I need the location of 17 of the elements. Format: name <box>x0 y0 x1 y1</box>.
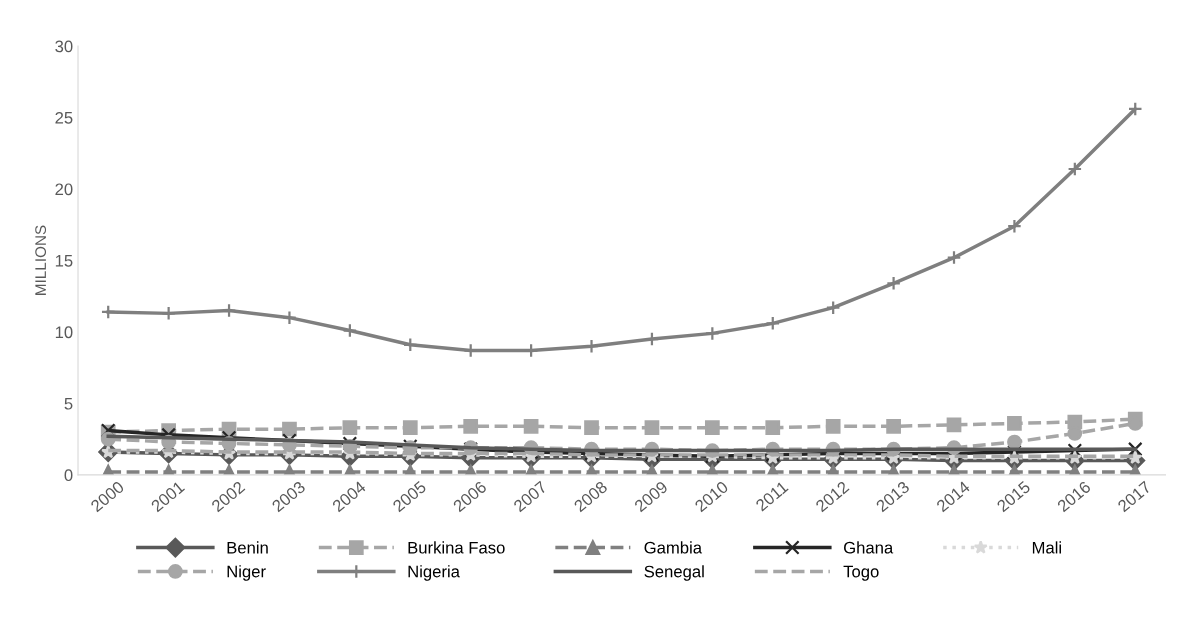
legend-label: Nigeria <box>408 565 460 581</box>
legend-label: Benin <box>227 541 268 554</box>
y-tick-label: 10 <box>55 326 73 339</box>
legend-label: Togo <box>843 565 879 581</box>
y-tick-label: 25 <box>55 111 73 124</box>
y-tick-label: 0 <box>64 469 73 482</box>
y-tick-label: 20 <box>55 183 73 196</box>
y-axis-title: MILLIONS <box>35 225 47 295</box>
legend-label: Burkina Faso <box>408 541 505 554</box>
legend-label: Mali <box>1032 541 1061 554</box>
legend-label: Ghana <box>844 541 894 554</box>
y-tick-label: 30 <box>55 40 73 53</box>
y-tick-label: 15 <box>55 255 73 267</box>
legend-label: Gambia <box>644 541 703 554</box>
legend-label: Senegal <box>644 565 704 581</box>
legend-label: Niger <box>227 565 266 581</box>
y-tick-label: 5 <box>64 397 73 410</box>
